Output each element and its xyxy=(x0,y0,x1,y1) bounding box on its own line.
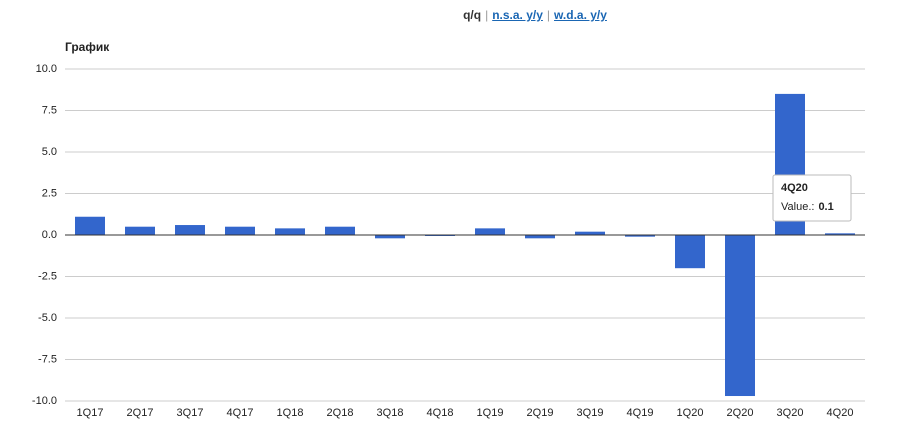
bar xyxy=(675,235,705,269)
chart-title: График xyxy=(65,40,110,54)
bar xyxy=(175,225,205,235)
nav-separator: | xyxy=(546,8,551,22)
nav-current: q/q xyxy=(463,8,482,22)
bar xyxy=(225,226,255,235)
x-tick-label: 4Q18 xyxy=(427,407,454,419)
x-tick-label: 2Q19 xyxy=(527,407,554,419)
bar xyxy=(125,226,155,235)
x-tick-label: 1Q17 xyxy=(77,407,104,419)
bar xyxy=(375,235,405,239)
x-tick-label: 3Q18 xyxy=(377,407,404,419)
y-tick-label: -5.0 xyxy=(38,312,57,324)
x-tick-label: 2Q18 xyxy=(327,407,354,419)
bar xyxy=(725,235,755,397)
tooltip-value: Value.: 0.1 xyxy=(781,201,834,213)
y-tick-label: -10.0 xyxy=(32,395,57,407)
bar xyxy=(325,226,355,235)
bar xyxy=(825,233,855,235)
y-tick-label: 10.0 xyxy=(36,63,57,75)
nav: q/q | n.s.a. y/y | w.d.a. y/y xyxy=(0,8,900,22)
nav-separator: | xyxy=(485,8,489,22)
x-tick-label: 1Q18 xyxy=(277,407,304,419)
x-tick-label: 4Q20 xyxy=(827,407,854,419)
x-tick-label: 3Q20 xyxy=(777,407,804,419)
y-tick-label: -7.5 xyxy=(38,353,57,365)
y-tick-label: -2.5 xyxy=(38,270,57,282)
nav-link[interactable]: n.s.a. y/y xyxy=(492,8,543,22)
x-tick-label: 1Q19 xyxy=(477,407,504,419)
x-tick-label: 4Q19 xyxy=(627,407,654,419)
x-tick-label: 1Q20 xyxy=(677,407,704,419)
y-tick-label: 5.0 xyxy=(42,146,57,158)
x-tick-label: 3Q17 xyxy=(177,407,204,419)
x-tick-label: 3Q19 xyxy=(577,407,604,419)
x-tick-label: 2Q17 xyxy=(127,407,154,419)
bar xyxy=(575,231,605,235)
bar xyxy=(525,235,555,239)
y-tick-label: 2.5 xyxy=(42,187,57,199)
nav-link[interactable]: w.d.a. y/y xyxy=(554,8,607,22)
bar xyxy=(625,235,655,237)
y-tick-label: 0.0 xyxy=(42,229,57,241)
bar xyxy=(75,216,105,235)
x-tick-label: 4Q17 xyxy=(227,407,254,419)
x-tick-label: 2Q20 xyxy=(727,407,754,419)
tooltip-box xyxy=(772,174,852,222)
y-tick-label: 7.5 xyxy=(42,104,57,116)
tooltip: 4Q20 Value.: 0.1 xyxy=(772,174,852,222)
tooltip-label: Value.: xyxy=(781,201,814,213)
tooltip-title: 4Q20 xyxy=(781,182,808,194)
bar xyxy=(475,228,505,235)
tooltip-number: 0.1 xyxy=(818,201,833,213)
bar xyxy=(275,228,305,235)
